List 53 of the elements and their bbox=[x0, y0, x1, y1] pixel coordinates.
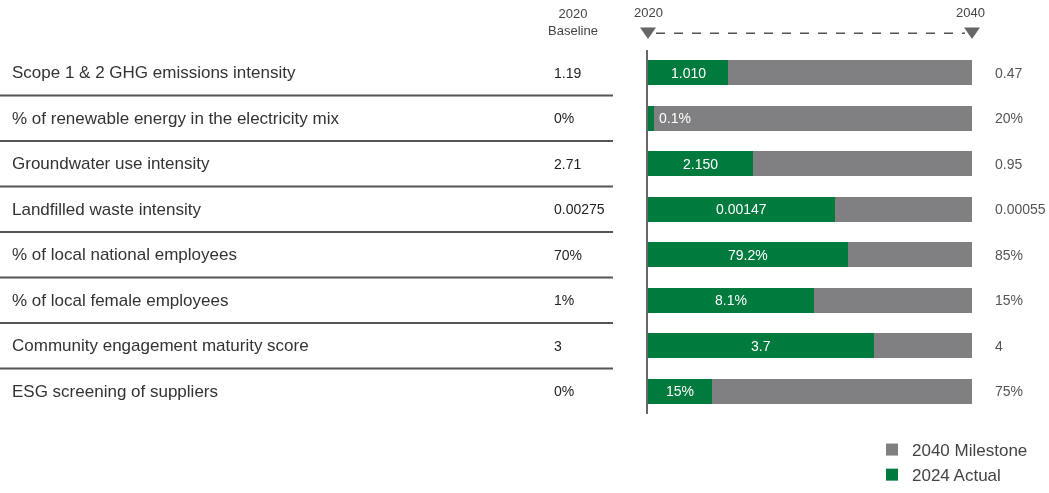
annotation: 0.1% bbox=[659, 110, 691, 126]
text: 2040 bbox=[956, 5, 985, 20]
text: 20% bbox=[995, 110, 1024, 126]
text: 75% bbox=[995, 383, 1024, 399]
text: 0% bbox=[554, 110, 575, 126]
bar bbox=[847, 242, 972, 268]
bar bbox=[752, 151, 972, 177]
text: 0.95 bbox=[995, 156, 1023, 172]
bar bbox=[834, 196, 972, 222]
annotation: 3.7 bbox=[751, 338, 771, 354]
text: 1.19 bbox=[554, 65, 582, 81]
legend-label: 2024 Actual bbox=[912, 466, 1001, 486]
text: 70% bbox=[554, 247, 583, 263]
bar bbox=[712, 378, 972, 404]
text: 0.00275 bbox=[554, 201, 605, 217]
annotation: 1.010 bbox=[671, 65, 707, 81]
text: 3 bbox=[554, 338, 562, 354]
y-tick-label: Scope 1 & 2 GHG emissions intensity bbox=[12, 63, 296, 82]
y-tick-label: Groundwater use intensity bbox=[12, 154, 210, 173]
y-tick-label: Community engagement maturity score bbox=[12, 336, 309, 355]
legend-label: 2040 Milestone bbox=[912, 441, 1028, 461]
text: 2020 Baseline bbox=[548, 6, 598, 38]
bar bbox=[648, 196, 835, 222]
text: 0.47 bbox=[995, 65, 1023, 81]
bar bbox=[648, 151, 753, 177]
text: 85% bbox=[995, 247, 1024, 263]
bar bbox=[728, 60, 972, 86]
bar bbox=[654, 105, 972, 131]
bar bbox=[648, 333, 875, 359]
text: 0% bbox=[554, 383, 575, 399]
bar bbox=[648, 287, 814, 313]
annotation: 15% bbox=[666, 383, 695, 399]
y-tick-label: Landfilled waste intensity bbox=[12, 200, 202, 219]
bar bbox=[874, 333, 972, 359]
text: 2020 bbox=[634, 5, 663, 20]
text: 15% bbox=[995, 292, 1024, 308]
text: 0.00055 bbox=[995, 201, 1046, 217]
bar bbox=[648, 242, 848, 268]
annotation: 2.150 bbox=[683, 156, 719, 172]
y-tick-label: % of local national employees bbox=[12, 245, 237, 264]
bar bbox=[648, 105, 655, 131]
annotation: 8.1% bbox=[715, 292, 747, 308]
annotation: 79.2% bbox=[728, 247, 768, 263]
annotation: 0.00147 bbox=[716, 201, 767, 217]
y-tick-label: ESG screening of suppliers bbox=[12, 382, 218, 401]
y-tick-label: % of renewable energy in the electricity mix bbox=[12, 109, 340, 128]
bar bbox=[648, 60, 729, 86]
bar bbox=[813, 287, 972, 313]
text: 2.71 bbox=[554, 156, 582, 172]
y-tick-label: % of local female employees bbox=[12, 291, 229, 310]
bar bbox=[648, 378, 713, 404]
text: 1% bbox=[554, 292, 575, 308]
text: 4 bbox=[995, 338, 1003, 354]
